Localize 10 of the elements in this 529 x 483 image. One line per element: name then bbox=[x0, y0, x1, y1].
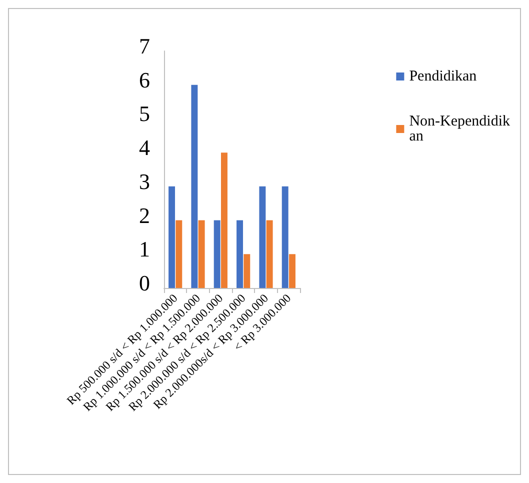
y-tick-label: 1 bbox=[139, 236, 150, 262]
y-tick-label: 2 bbox=[139, 202, 150, 228]
y-tick-label: 4 bbox=[139, 135, 150, 160]
legend-label: Pendidikan bbox=[409, 68, 478, 84]
y-tick-label: 6 bbox=[139, 67, 150, 92]
y-tick-label: 3 bbox=[139, 168, 150, 194]
y-tick-label: 7 bbox=[139, 34, 150, 58]
y-tick-label: 5 bbox=[139, 101, 150, 126]
legend-label: Non-Kependidikan bbox=[409, 114, 510, 144]
y-tick-label: 0 bbox=[139, 270, 150, 296]
